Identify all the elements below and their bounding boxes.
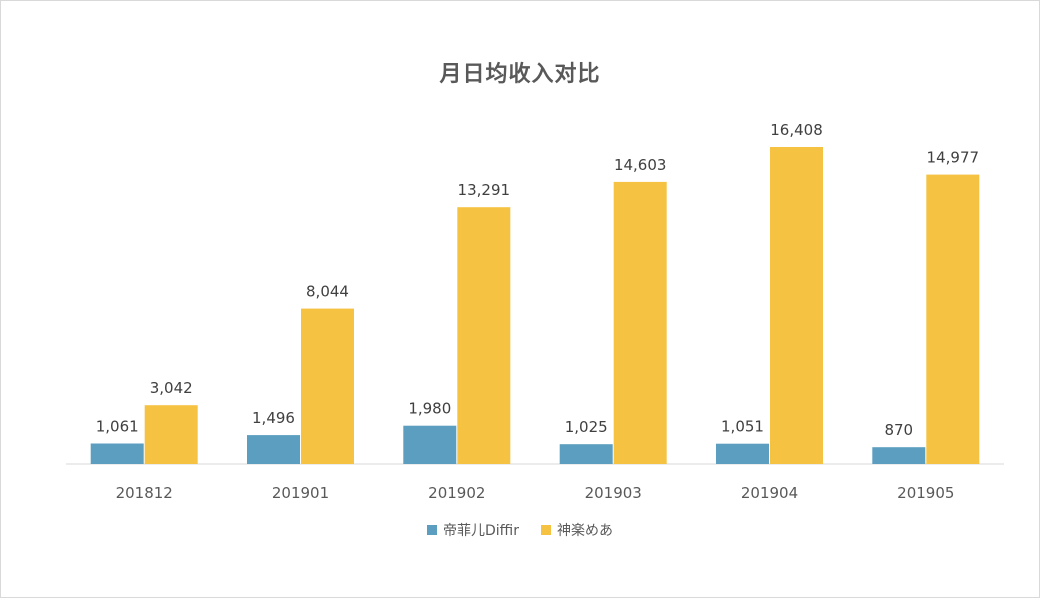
data-label: 16,408 <box>770 121 823 139</box>
x-tick-label: 201901 <box>272 484 329 502</box>
bar-series-0-201902 <box>403 425 457 464</box>
bar-series-0-201903 <box>559 444 613 464</box>
x-tick-label: 201905 <box>897 484 954 502</box>
data-label: 3,042 <box>150 379 193 397</box>
x-tick-label: 201903 <box>585 484 642 502</box>
data-label: 14,977 <box>927 149 980 167</box>
legend-swatch <box>540 525 551 535</box>
data-label: 1,051 <box>721 418 764 436</box>
data-label: 870 <box>884 421 913 439</box>
data-label: 14,603 <box>614 156 667 174</box>
bar-series-1-201812 <box>144 405 198 464</box>
legend-item-series-1: 神楽めあ <box>540 520 613 540</box>
bar-series-0-201905 <box>872 447 926 464</box>
legend-label: 神楽めあ <box>556 523 613 539</box>
data-label: 1,980 <box>408 400 451 418</box>
x-tick-label: 201902 <box>428 484 485 502</box>
bar-series-0-201812 <box>90 443 144 464</box>
data-label: 1,496 <box>252 409 295 427</box>
legend-item-series-0: 帝菲儿Diffir <box>427 520 519 540</box>
bar-series-1-201901 <box>301 308 354 464</box>
legend-label: 帝菲儿Diffir <box>443 523 519 539</box>
x-tick-label: 201812 <box>116 484 173 502</box>
data-label: 1,061 <box>96 418 139 436</box>
legend: 帝菲儿Diffir 神楽めあ <box>0 520 1040 540</box>
bar-series-1-201904 <box>770 147 823 464</box>
bar-series-1-201902 <box>457 207 511 464</box>
data-label: 1,025 <box>565 418 608 436</box>
legend-swatch <box>427 525 438 535</box>
bar-series-1-201905 <box>926 174 980 464</box>
x-tick-label: 201904 <box>741 484 798 502</box>
bar-series-1-201903 <box>613 181 667 464</box>
data-label: 13,291 <box>458 181 511 199</box>
bar-series-0-201904 <box>716 443 769 464</box>
bar-series-0-201901 <box>247 435 300 464</box>
chart-title: 月日均收入对比 <box>439 62 601 87</box>
data-label: 8,044 <box>306 283 349 301</box>
